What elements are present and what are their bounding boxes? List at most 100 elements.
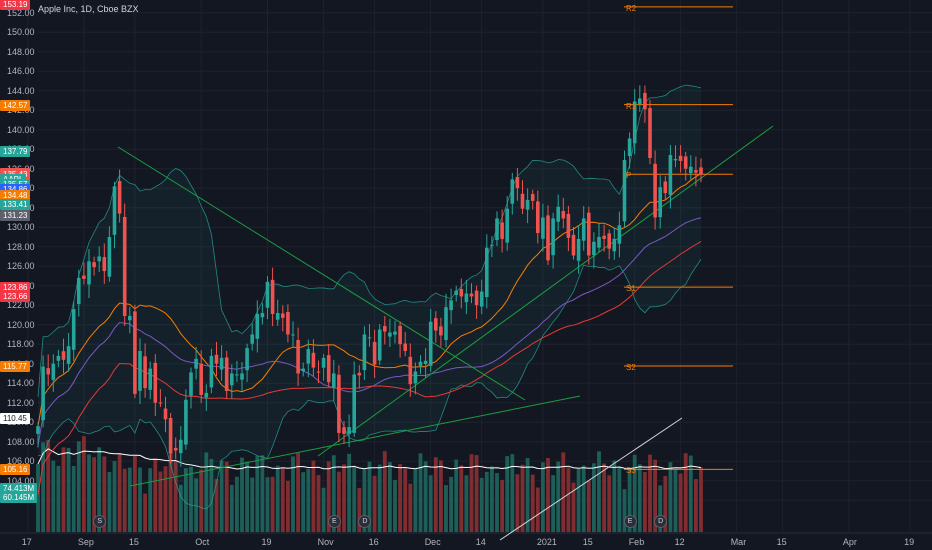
price-axis-tick: 146.00: [7, 66, 35, 77]
volume-bar: [592, 463, 596, 532]
volume-bar: [250, 477, 255, 532]
candle-body: [102, 257, 107, 272]
candle-body: [388, 332, 392, 337]
volume-bar: [280, 468, 285, 532]
volume-bar: [627, 469, 632, 532]
candle-body: [46, 368, 50, 375]
volume-bar: [61, 447, 66, 532]
volume-bar: [311, 460, 316, 532]
candle-body: [357, 372, 362, 376]
price-axis-tick: 106.00: [7, 456, 35, 467]
trendline-volume: [499, 417, 683, 541]
event-marker[interactable]: E: [327, 515, 341, 528]
volume-bar: [199, 469, 204, 532]
volume-bar: [291, 456, 295, 532]
time-axis-tick: 15: [128, 537, 139, 547]
candle-body: [398, 325, 402, 345]
volume-bar: [673, 469, 678, 532]
candle-body: [439, 326, 443, 336]
time-axis-tick: Dec: [424, 537, 441, 547]
candle-body: [245, 348, 249, 371]
volume-bar: [173, 461, 178, 532]
candle-body: [265, 281, 270, 308]
volume-bar: [607, 475, 612, 532]
event-marker[interactable]: E: [623, 515, 637, 528]
volume-bar: [699, 467, 703, 532]
candle-body: [143, 356, 147, 389]
volume-bar: [153, 458, 158, 532]
volume-bar: [117, 453, 122, 532]
event-marker[interactable]: D: [654, 515, 668, 528]
volume-bar: [586, 480, 591, 532]
candle-body: [627, 138, 632, 157]
pivot-label: S3: [626, 466, 636, 476]
candle-body: [536, 201, 540, 234]
candle-body: [648, 108, 652, 158]
price-axis-tick: 130.00: [7, 222, 35, 233]
volume-bar: [637, 464, 642, 532]
price-tag: 60.145M: [0, 492, 38, 504]
volume-bar: [331, 455, 336, 532]
volume-bar: [678, 473, 683, 532]
candle-body: [459, 289, 464, 297]
time-axis-tick: Oct: [195, 537, 210, 547]
volume-bar: [229, 484, 234, 532]
candle-body: [168, 418, 173, 454]
volume-bar: [66, 447, 71, 532]
candle-body: [184, 399, 188, 445]
event-marker[interactable]: S: [93, 515, 107, 528]
event-marker[interactable]: D: [358, 515, 372, 528]
candle-body: [434, 318, 438, 331]
volume-bar: [418, 453, 423, 532]
candle-body: [587, 212, 591, 256]
volume-bars: [36, 436, 703, 532]
candle-body: [454, 290, 458, 295]
volume-bar: [541, 462, 545, 532]
volume-bar: [321, 487, 326, 532]
candle-body: [41, 366, 45, 421]
candle-body: [153, 362, 158, 403]
candle-body: [316, 371, 321, 373]
candle-body: [479, 291, 484, 307]
candle-body: [556, 206, 560, 222]
candle-body: [270, 279, 275, 314]
candle-body: [224, 357, 229, 391]
candle-body: [607, 233, 611, 249]
time-axis-tick: 15: [582, 537, 593, 547]
volume-bar: [530, 474, 535, 532]
volume-bar: [102, 456, 107, 532]
volume-bar: [622, 489, 627, 532]
candle-body: [367, 337, 372, 339]
candle-body: [281, 313, 285, 318]
price-axis-tick: 114.00: [7, 378, 34, 389]
candle-body: [286, 312, 290, 335]
volume-bar: [423, 461, 428, 532]
candle-body: [173, 447, 178, 451]
candle-body: [474, 290, 479, 306]
volume-bar: [347, 453, 351, 532]
candle-body: [444, 307, 448, 341]
volume-bar: [87, 454, 91, 532]
volume-bar: [643, 472, 647, 532]
volume-bar: [265, 477, 270, 532]
bollinger-bands: [37, 84, 702, 510]
volume-bar: [474, 455, 479, 532]
pivot-lines: [624, 6, 733, 470]
volume-bar: [648, 454, 652, 532]
volume-bar: [240, 457, 244, 532]
candle-body: [413, 371, 418, 384]
candle-body: [510, 179, 515, 204]
volume-bar: [168, 451, 173, 532]
candle-body: [321, 357, 326, 368]
volume-bar: [668, 462, 673, 532]
volume-bar: [464, 475, 469, 532]
volume-bar: [520, 464, 525, 532]
volume-bar: [286, 480, 290, 532]
volume-bar: [357, 487, 362, 532]
candle-body: [668, 155, 673, 195]
candle-body: [653, 163, 657, 218]
volume-bar: [561, 452, 566, 532]
volume-bar: [683, 453, 688, 532]
candle-body: [643, 92, 647, 110]
